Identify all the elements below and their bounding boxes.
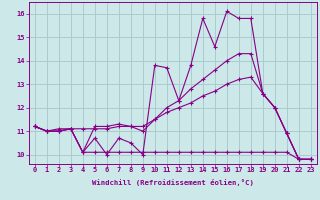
X-axis label: Windchill (Refroidissement éolien,°C): Windchill (Refroidissement éolien,°C) (92, 179, 254, 186)
